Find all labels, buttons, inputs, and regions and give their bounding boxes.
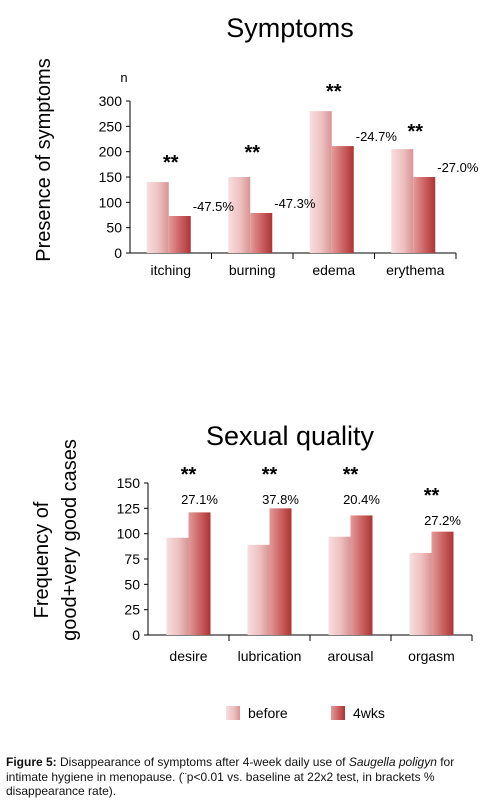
y-tick-label: 100 (117, 526, 141, 542)
sexual-quality-chart: Sexual quality Frequency of good+very go… (31, 421, 473, 664)
figure-caption: Figure 5: Disappearance of symptoms afte… (6, 755, 488, 799)
y-tick-label: 25 (124, 602, 140, 618)
legend-label-before: before (248, 705, 288, 721)
bar-before (328, 536, 351, 635)
percent-label: 27.2% (424, 513, 461, 528)
percent-label: 37.8% (262, 492, 299, 507)
percent-label: -47.5% (193, 199, 235, 214)
significance-label: ** (343, 464, 359, 486)
bar-before (166, 537, 189, 635)
y-tick-label: 150 (117, 475, 141, 491)
chart-title: Sexual quality (206, 421, 375, 451)
significance-label: ** (163, 152, 179, 174)
significance-label: ** (181, 464, 197, 486)
figure-canvas: Symptoms Presence of symptoms n 0 50 100 15… (31, 13, 479, 721)
bar-4wks (188, 512, 211, 635)
bar-before (409, 552, 432, 635)
y-tick-label: 75 (124, 551, 140, 567)
percent-label: 20.4% (343, 492, 380, 507)
labels: desire ** 27.1% lubrication ** 37.8% arousal **… (169, 464, 461, 664)
significance-label: ** (326, 81, 342, 103)
caption-product-name: Saugella poligyn (348, 755, 437, 769)
y-tick-label: 150 (99, 169, 123, 185)
bar-4wks (250, 212, 273, 253)
category-label: erythema (386, 262, 445, 278)
y-tick-label: 100 (99, 194, 123, 210)
category-label: arousal (328, 648, 374, 664)
y-axis: 0 50 100 150 200 250 300 (99, 93, 457, 261)
bar-4wks (431, 531, 454, 635)
category-label: burning (229, 262, 276, 278)
bar-before (309, 111, 332, 253)
percent-label: -24.7% (356, 129, 398, 144)
significance-label: ** (262, 464, 278, 486)
bar-4wks (168, 216, 191, 253)
significance-label: ** (424, 485, 440, 507)
category-label: orgasm (408, 648, 455, 664)
y-axis-label-line2: good+very good cases (59, 439, 81, 641)
y-tick-label: 300 (99, 93, 123, 109)
bar-4wks (350, 515, 373, 635)
legend-label-4wks: 4wks (353, 705, 385, 721)
bars (146, 111, 436, 253)
y-tick-label: 50 (124, 576, 140, 592)
category-label: itching (151, 262, 191, 278)
percent-label: -47.3% (274, 196, 316, 211)
percent-label: -27.0% (437, 160, 479, 175)
y-tick-label: 125 (117, 500, 141, 516)
significance-label: ** (244, 142, 260, 164)
category-label: edema (312, 262, 355, 278)
legend-swatch-4wks (331, 706, 345, 720)
category-label: desire (169, 648, 207, 664)
symptoms-chart: Symptoms Presence of symptoms n 0 50 100 15… (33, 13, 479, 278)
bar-4wks (269, 508, 292, 635)
significance-label: ** (407, 121, 423, 143)
y-tick-label: 200 (99, 144, 123, 160)
y-unit-label: n (120, 70, 127, 85)
legend-swatch-before (226, 706, 240, 720)
chart-title: Symptoms (226, 13, 354, 43)
bar-4wks (331, 146, 354, 253)
bar-before (391, 149, 414, 253)
y-tick-label: 0 (114, 245, 122, 261)
legend: before 4wks (226, 705, 385, 721)
bar-before (228, 177, 251, 253)
caption-text-2: for intimate hygiene in menopause. (¨p<0… (6, 755, 455, 798)
bars (166, 508, 454, 635)
bar-before (146, 182, 169, 253)
bar-before (247, 544, 270, 635)
y-tick-label: 0 (132, 627, 140, 643)
percent-label: 27.1% (181, 492, 218, 507)
category-label: lubrication (238, 648, 302, 664)
bar-4wks (413, 177, 436, 253)
y-axis: 0 25 50 75 100 125 150 (117, 475, 473, 643)
caption-text-1: Disappearance of symptoms after 4-week d… (56, 755, 349, 769)
labels: itching ** -47.5% burning ** -47.3% edema ** -24… (151, 81, 479, 278)
y-axis-label-line1: Frequency of (31, 501, 53, 618)
y-tick-label: 50 (106, 220, 122, 236)
y-tick-label: 250 (99, 118, 123, 134)
y-axis-label: Presence of symptoms (33, 58, 55, 261)
caption-label: Figure 5: (6, 755, 57, 769)
